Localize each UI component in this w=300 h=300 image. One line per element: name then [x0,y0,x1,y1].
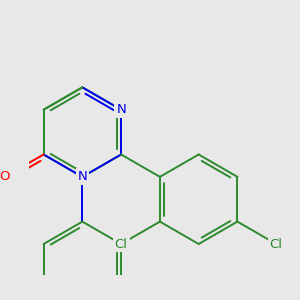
Text: Cl: Cl [115,238,128,250]
Text: N: N [77,170,87,183]
Text: N: N [116,103,126,116]
Text: O: O [0,170,10,183]
Text: Cl: Cl [270,238,283,250]
